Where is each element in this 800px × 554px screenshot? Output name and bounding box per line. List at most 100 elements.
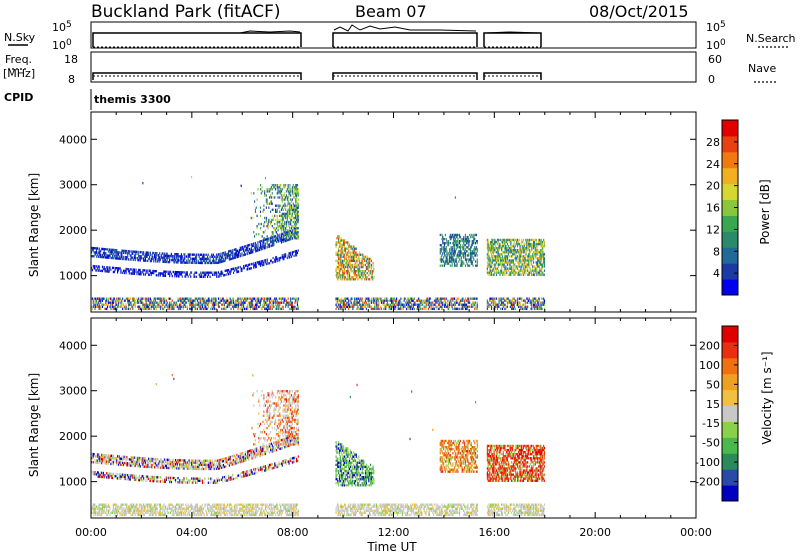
heatmap-cell xyxy=(270,297,272,300)
heatmap-cell xyxy=(349,278,351,281)
heatmap-cell xyxy=(499,247,501,250)
heatmap-cell xyxy=(451,233,453,237)
heatmap-cell xyxy=(268,307,270,311)
heatmap-cell xyxy=(509,267,511,270)
heatmap-cell xyxy=(136,256,138,260)
heatmap-cell xyxy=(256,225,258,228)
heatmap-cell xyxy=(102,256,104,259)
heatmap-cell xyxy=(146,251,148,254)
heatmap-cell xyxy=(531,245,533,248)
heatmap-cell xyxy=(204,253,206,256)
heatmap-cell xyxy=(462,254,464,257)
heatmap-cell xyxy=(155,307,157,311)
heatmap-cell xyxy=(542,303,544,306)
heatmap-cell xyxy=(423,301,425,304)
heatmap-cell xyxy=(386,297,388,300)
heatmap-cell xyxy=(199,275,201,278)
heatmap-cell xyxy=(517,251,520,254)
heatmap-cell xyxy=(454,307,456,311)
heatmap-cell xyxy=(369,270,371,273)
heatmap-cell xyxy=(512,265,514,268)
heatmap-cell xyxy=(284,220,286,224)
heatmap-cell xyxy=(296,214,299,218)
heatmap-cell xyxy=(161,305,163,308)
heatmap-cell xyxy=(212,259,214,263)
heatmap-cell xyxy=(130,513,132,517)
heatmap-cell xyxy=(349,305,351,308)
heatmap-cell xyxy=(234,252,236,255)
heatmap-cell xyxy=(475,240,477,243)
heatmap-cell xyxy=(126,249,128,253)
heatmap-cell xyxy=(288,192,290,195)
heatmap-cell xyxy=(171,257,173,260)
heatmap-cell xyxy=(140,505,142,508)
heatmap-cell xyxy=(119,297,121,300)
heatmap-cell xyxy=(517,249,520,252)
heatmap-cell xyxy=(270,210,272,213)
heatmap-cell xyxy=(202,253,204,256)
heatmap-cell xyxy=(533,271,535,274)
heatmap-cell xyxy=(138,305,140,308)
heatmap-cell xyxy=(209,257,211,261)
heatmap-cell xyxy=(270,220,272,224)
heatmap-cell xyxy=(533,259,535,262)
heatmap-cell xyxy=(282,204,284,207)
heatmap-cell xyxy=(511,269,513,272)
heatmap-cell xyxy=(95,513,97,517)
heatmap-cell xyxy=(153,303,155,306)
heatmap-cell xyxy=(486,245,488,248)
heatmap-cell xyxy=(360,307,362,311)
heatmap-cell xyxy=(447,303,449,306)
heatmap-cell xyxy=(403,299,405,302)
heatmap-cell xyxy=(98,249,100,252)
heatmap-cell xyxy=(488,303,490,306)
heatmap-cell xyxy=(488,242,490,246)
heatmap-cell xyxy=(229,256,231,259)
heatmap-cell xyxy=(492,251,494,254)
heatmap-cell xyxy=(143,503,145,506)
heatmap-cell xyxy=(517,303,520,306)
heatmap-cell xyxy=(188,299,190,302)
heatmap-cell xyxy=(503,251,505,254)
heatmap-cell xyxy=(541,297,543,300)
heatmap-cell xyxy=(277,238,279,241)
heatmap-cell xyxy=(354,255,356,258)
heatmap-cell xyxy=(232,255,234,258)
heatmap-cell xyxy=(132,299,134,302)
heatmap-cell xyxy=(209,299,211,302)
heatmap-cell xyxy=(471,235,473,239)
heatmap-cell xyxy=(505,269,507,272)
heatmap-cell xyxy=(212,303,214,306)
heatmap-cell xyxy=(488,261,490,264)
heatmap-cell xyxy=(356,299,358,302)
heatmap-cell xyxy=(354,278,356,281)
heatmap-cell xyxy=(180,307,182,311)
heatmap-cell xyxy=(543,303,545,306)
heatmap-cell xyxy=(139,503,141,506)
heatmap-cell xyxy=(444,242,446,245)
heatmap-cell xyxy=(297,210,299,213)
heatmap-cell xyxy=(155,274,157,277)
heatmap-cell xyxy=(253,248,255,251)
heatmap-cell xyxy=(264,261,267,264)
heatmap-cell xyxy=(442,235,444,239)
heatmap-cell xyxy=(218,275,220,278)
heatmap-cell xyxy=(93,513,95,517)
heatmap-cell xyxy=(92,246,94,250)
heatmap-cell xyxy=(354,299,356,302)
heatmap-cell xyxy=(183,259,185,262)
heatmap-cell xyxy=(271,242,273,245)
heatmap-cell xyxy=(439,305,441,308)
heatmap-cell xyxy=(278,206,280,209)
heatmap-cell xyxy=(350,247,352,250)
heatmap-cell xyxy=(153,299,155,302)
heatmap-cell xyxy=(476,301,478,304)
heatmap-cell xyxy=(138,268,141,272)
heatmap-cell xyxy=(409,301,411,304)
heatmap-cell xyxy=(441,305,443,308)
heatmap-cell xyxy=(407,307,409,311)
heatmap-cell xyxy=(281,238,283,242)
heatmap-cell xyxy=(136,297,138,300)
heatmap-cell xyxy=(510,273,512,276)
heatmap-cell xyxy=(440,303,442,306)
